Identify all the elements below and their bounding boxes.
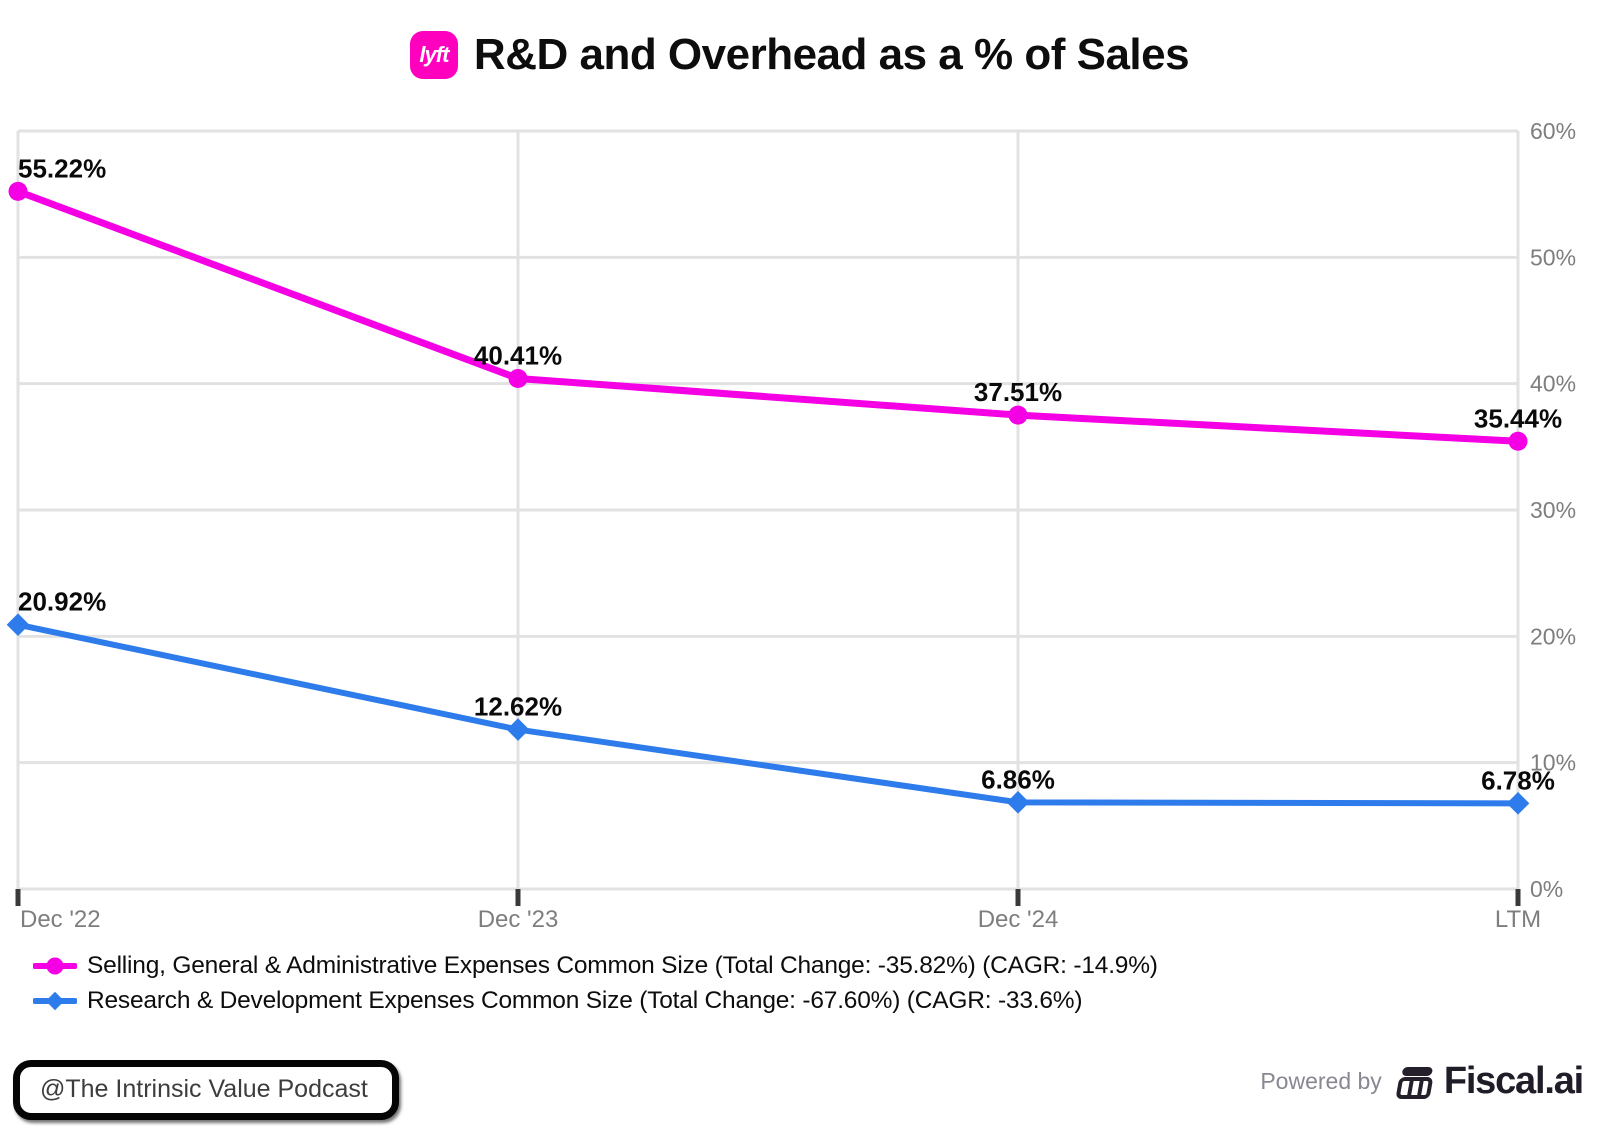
- legend: Selling, General & Administrative Expens…: [33, 952, 1158, 1015]
- data-point: [508, 368, 528, 388]
- watermark-badge: @The Intrinsic Value Podcast: [13, 1060, 399, 1120]
- x-axis-label: LTM: [1495, 906, 1541, 933]
- data-point-label: 6.78%: [1481, 765, 1555, 795]
- y-axis-label: 30%: [1530, 497, 1576, 523]
- data-point-label: 37.51%: [974, 377, 1062, 407]
- data-point: [8, 181, 28, 201]
- powered-by: Powered by Fiscal.ai: [1260, 1060, 1584, 1103]
- legend-label-rnd: Research & Development Expenses Common S…: [87, 987, 1083, 1014]
- x-axis-label: Dec '23: [478, 906, 559, 933]
- x-axis-label: Dec '22: [20, 906, 101, 933]
- x-axis-label: Dec '24: [978, 906, 1059, 933]
- y-axis-label: 40%: [1530, 371, 1576, 397]
- data-point: [506, 718, 530, 741]
- y-axis-label: 0%: [1530, 876, 1563, 902]
- lyft-logo-icon: lyft: [409, 31, 458, 79]
- powered-by-text: Powered by: [1260, 1068, 1382, 1094]
- fiscal-logo-icon: [1396, 1066, 1433, 1099]
- sga-series-marker-icon: [33, 957, 77, 975]
- legend-item-sga: Selling, General & Administrative Expens…: [33, 952, 1158, 980]
- data-point-label: 55.22%: [18, 153, 106, 183]
- y-axis-label: 60%: [1530, 118, 1576, 144]
- page-title: R&D and Overhead as a % of Sales: [473, 30, 1190, 79]
- header: lyft R&D and Overhead as a % of Sales: [0, 30, 1599, 80]
- rnd-series-marker-icon: [33, 991, 77, 1011]
- data-point-label: 6.86%: [981, 764, 1055, 794]
- y-axis-label: 20%: [1530, 623, 1576, 649]
- series-line-1: [15, 621, 1521, 807]
- legend-item-rnd: Research & Development Expenses Common S…: [33, 987, 1158, 1015]
- watermark-text: @The Intrinsic Value Podcast: [40, 1075, 368, 1103]
- data-point-label: 12.62%: [474, 692, 562, 722]
- data-point: [1008, 405, 1028, 425]
- lyft-logo-text: lyft: [419, 42, 449, 67]
- data-point-label: 35.44%: [1474, 403, 1562, 433]
- series-line-0: [14, 187, 1522, 445]
- y-axis-label: 50%: [1530, 244, 1576, 270]
- data-point: [6, 613, 30, 637]
- data-point: [1006, 791, 1030, 814]
- data-point-label: 20.92%: [18, 587, 106, 617]
- data-point-label: 40.41%: [474, 340, 562, 370]
- legend-label-sga: Selling, General & Administrative Expens…: [87, 952, 1158, 979]
- data-point: [1508, 431, 1528, 451]
- data-point: [1506, 792, 1530, 815]
- y-axis-label: 10%: [1530, 750, 1576, 776]
- fiscal-brand-text: Fiscal.ai: [1443, 1060, 1584, 1102]
